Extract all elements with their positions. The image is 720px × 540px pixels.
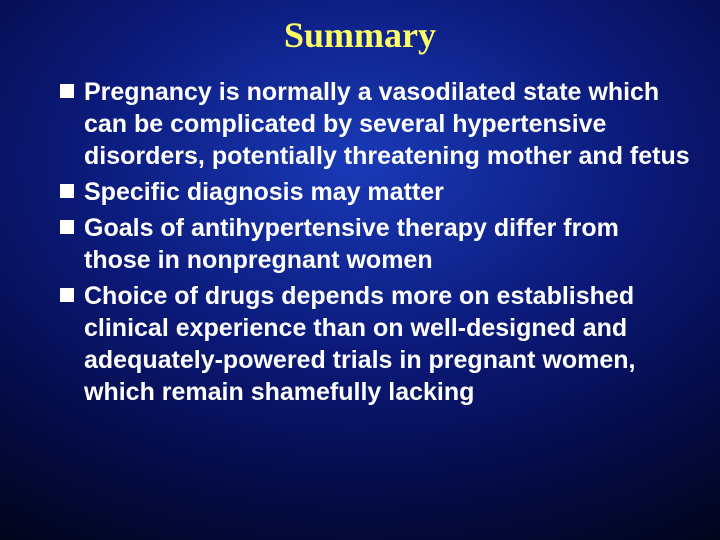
bullet-square-icon [60,84,74,98]
bullet-text: Goals of antihypertensive therapy differ… [84,212,690,276]
slide: Summary Pregnancy is normally a vasodila… [0,0,720,540]
list-item: Choice of drugs depends more on establis… [60,280,690,408]
list-item: Specific diagnosis may matter [60,176,690,208]
bullet-text: Choice of drugs depends more on establis… [84,280,690,408]
bullet-list: Pregnancy is normally a vasodilated stat… [0,76,720,408]
list-item: Goals of antihypertensive therapy differ… [60,212,690,276]
bullet-square-icon [60,220,74,234]
bullet-square-icon [60,288,74,302]
bullet-text: Specific diagnosis may matter [84,176,444,208]
bullet-square-icon [60,184,74,198]
list-item: Pregnancy is normally a vasodilated stat… [60,76,690,172]
bullet-text: Pregnancy is normally a vasodilated stat… [84,76,690,172]
slide-title: Summary [0,14,720,56]
